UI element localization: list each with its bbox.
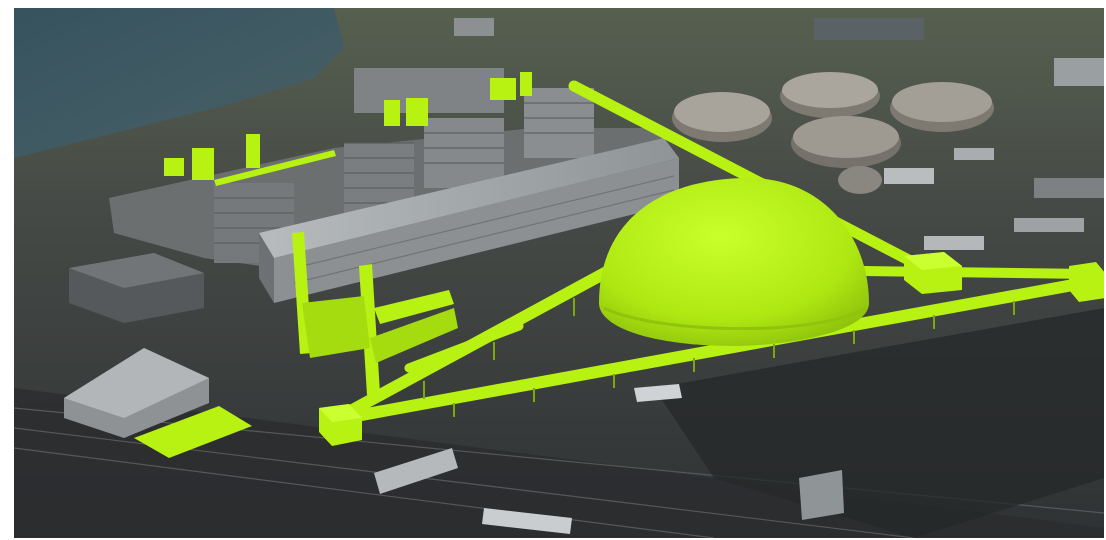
highlight-storage-dome — [599, 178, 869, 346]
water-body — [14, 8, 344, 158]
storage-tanks — [672, 72, 994, 194]
highlight-rooftop-units — [164, 72, 532, 186]
highlight-transfer-towers — [319, 252, 1104, 446]
distant-buildings — [454, 18, 1104, 250]
highlight-pad — [134, 406, 252, 458]
scene-canvas — [14, 8, 1104, 538]
conveyor-supports — [423, 298, 1015, 417]
dark-lot — [654, 308, 1104, 538]
foreground-sheds — [374, 384, 844, 534]
left-buildings — [64, 253, 209, 438]
highlight-stackers — [292, 232, 458, 395]
aerial-3d-view — [14, 8, 1104, 538]
turbine-hall — [259, 138, 679, 303]
plant-complex — [109, 68, 664, 268]
